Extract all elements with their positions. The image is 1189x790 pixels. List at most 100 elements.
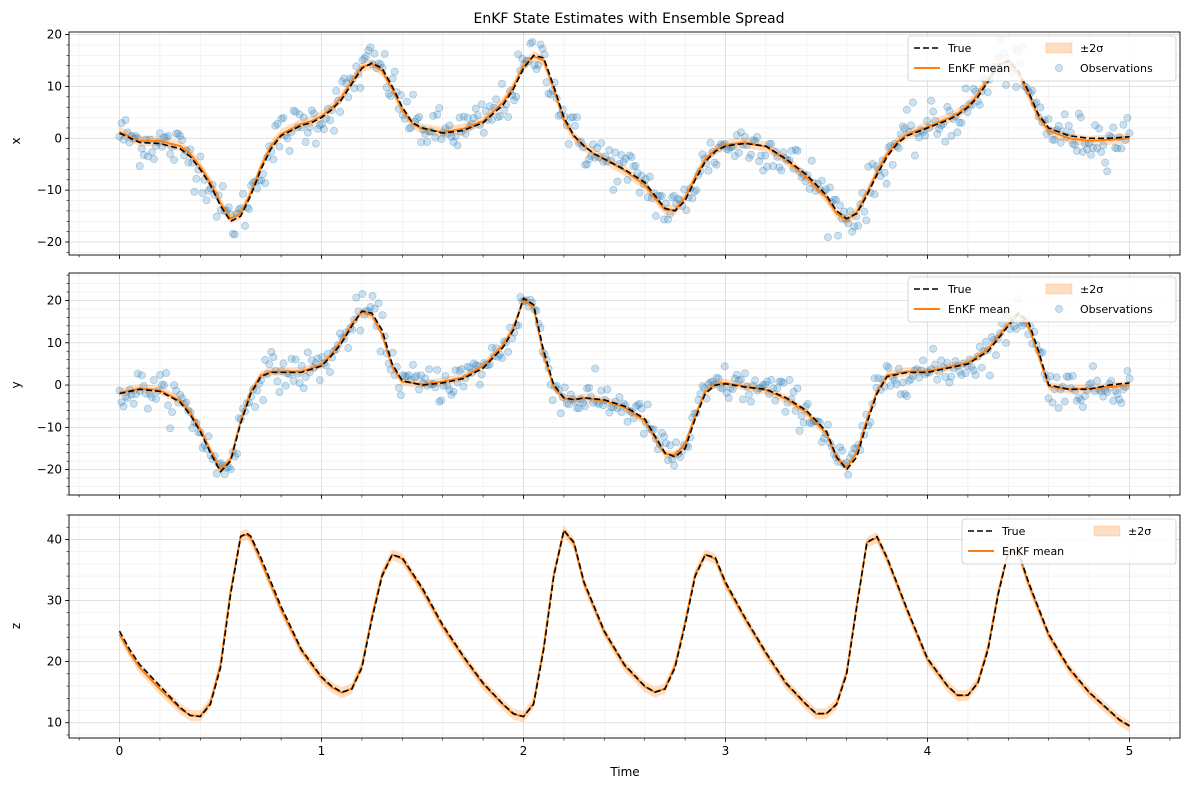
observation-point [747,150,755,159]
observation-point [364,46,373,55]
observation-point [388,74,397,83]
observation-point [1076,395,1085,404]
observation-point [133,369,142,378]
observation-point [933,375,942,384]
observation-point [435,104,444,113]
legend-obs-swatch [1055,305,1063,313]
observation-point [313,124,322,133]
observation-point [289,106,298,115]
observation-point [862,216,871,225]
observation-point [269,353,278,362]
observation-point [141,389,150,398]
observation-point [834,231,842,240]
observation-point [1044,115,1053,123]
observation-point [273,377,282,386]
observation-point [188,424,197,433]
observation-point [902,392,911,401]
observation-point [706,138,715,147]
axes-frame [68,31,1181,256]
observation-point [330,126,338,135]
observation-point [309,109,318,118]
observation-point [172,129,181,138]
observation-point [504,113,513,121]
observation-point [164,401,173,410]
observation-point [874,374,883,383]
observation-point [477,100,486,109]
observation-point [953,128,962,137]
observation-point [929,107,938,116]
observation-point [581,402,589,410]
observation-point [137,371,146,380]
observation-point [1103,167,1112,176]
observation-point [823,420,832,429]
observation-point [232,449,241,458]
observation-point [465,363,474,372]
observation-point [449,387,458,396]
observation-point [945,378,954,387]
legend-band-label: ±2σ [1080,283,1103,296]
observation-point [220,470,229,479]
legend-band-swatch [1093,525,1121,537]
legend-box [907,276,1177,323]
observation-point [548,396,557,405]
observation-point [635,188,644,197]
observation-point [411,373,419,382]
observation-point [564,400,573,409]
y-axis-label-x: x [9,137,23,144]
observation-point [969,85,978,93]
observation-point [730,374,739,383]
observation-point [698,150,707,159]
observation-point [352,293,361,302]
observation-point [566,390,575,399]
observation-point [900,390,909,398]
observation-point [376,347,385,356]
observation-point [572,404,581,412]
observation-point [1099,392,1108,401]
observation-point [1068,140,1077,148]
observation-point [158,380,166,389]
legend: True EnKF mean ±2σ [961,518,1177,565]
observation-point [1091,121,1100,130]
observation-point [688,194,697,203]
y-tick-label: 30 [47,594,62,608]
observation-point [927,96,936,105]
observation-point [599,401,608,410]
legend-box [907,35,1177,82]
observation-point [732,131,741,140]
observation-point [568,113,577,121]
observation-point [149,155,158,164]
observation-point [451,366,460,375]
observation-point [528,38,537,46]
observation-point [119,402,128,411]
plot-area [115,289,1134,479]
observation-point [471,361,480,370]
observation-point [1012,82,1021,91]
axes-frame [68,514,1181,739]
observation-point [390,67,399,76]
observation-point [402,372,411,381]
x-tick-label: 3 [722,744,730,758]
observation-point [1064,373,1073,381]
observation-point [617,151,626,160]
observation-point [740,132,749,141]
observation-point [131,390,140,399]
x-tick-label: 4 [924,744,932,758]
observation-point [615,393,624,401]
observation-point [402,97,411,106]
observation-point [775,377,784,386]
observation-point [609,185,618,194]
observation-point [117,398,126,407]
observation-point [929,344,938,353]
observation-point [170,381,179,390]
observation-point [769,162,778,171]
observation-point [957,118,966,127]
observation-point [745,390,753,399]
observation-point [662,199,670,208]
observation-point [315,376,324,385]
y-axis-label-y: y [9,381,23,388]
observation-point [1123,367,1132,375]
observation-point [955,367,964,376]
observation-point [572,113,581,122]
observation-point [224,203,233,212]
observation-point [870,374,879,383]
